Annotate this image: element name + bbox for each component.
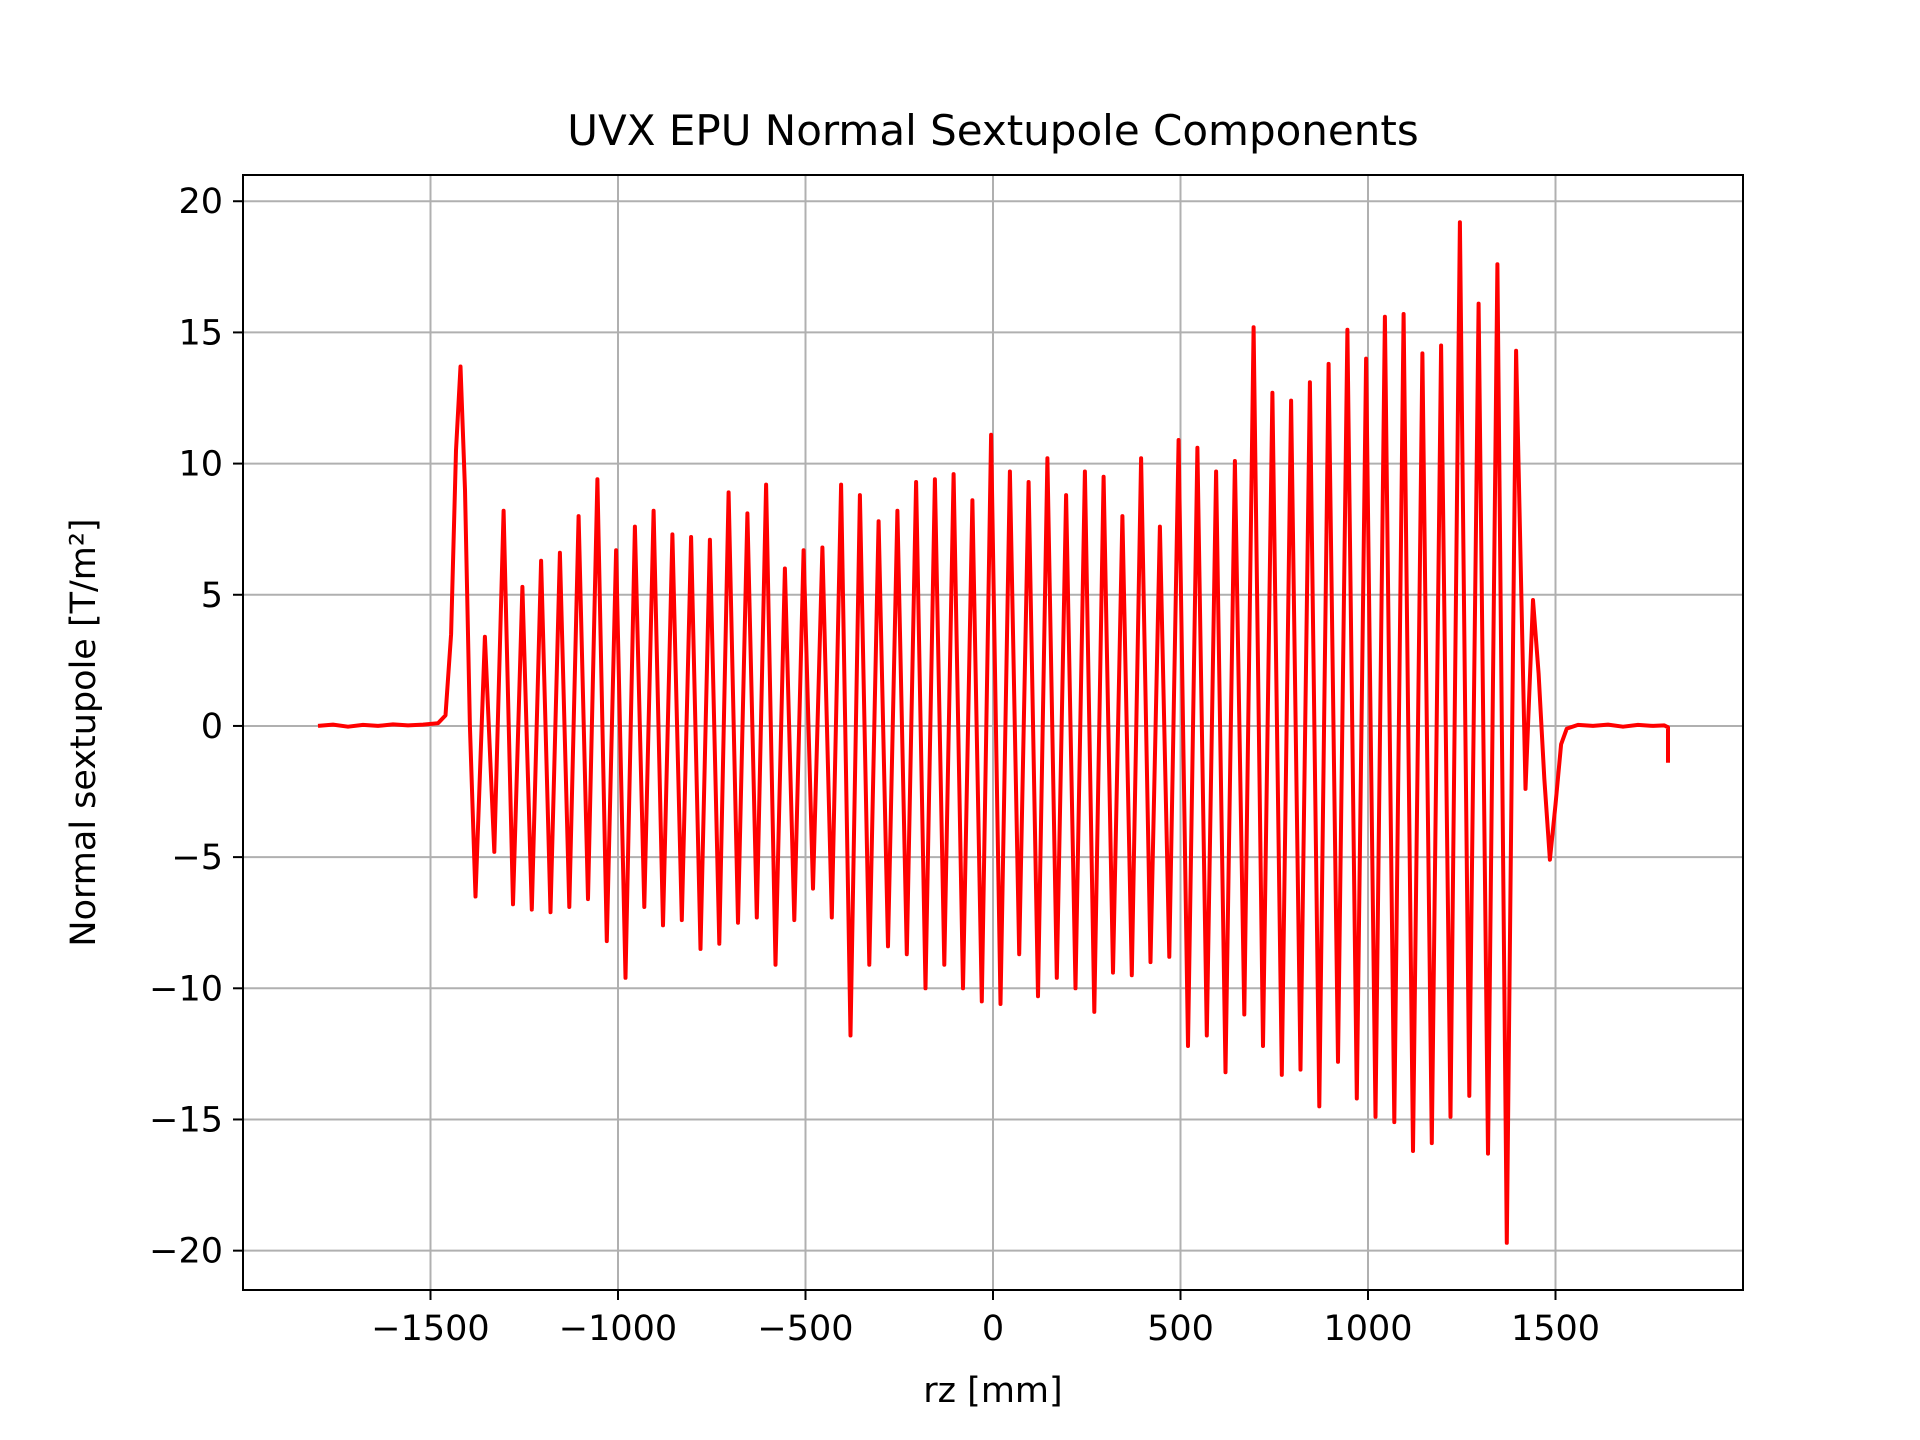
- x-axis: −1500 −1000 −500 0 500 1000 1500: [371, 1290, 1600, 1349]
- chart-title: UVX EPU Normal Sextupole Components: [567, 106, 1419, 155]
- y-tick-label: −20: [149, 1232, 223, 1272]
- series-layer: [317, 220, 1670, 1245]
- x-tick-label: 1000: [1323, 1309, 1412, 1349]
- y-tick-label: −10: [149, 969, 223, 1009]
- y-tick-label: −5: [171, 838, 223, 878]
- x-tick-label: 500: [1147, 1309, 1214, 1349]
- x-tick-label: 1500: [1511, 1309, 1600, 1349]
- y-tick-label: 0: [201, 707, 223, 747]
- sextupole-line: [317, 220, 1670, 1245]
- x-tick-label: −1000: [559, 1309, 677, 1349]
- x-axis-label: rz [mm]: [923, 1371, 1062, 1411]
- x-tick-label: −1500: [371, 1309, 489, 1349]
- y-tick-label: −15: [149, 1100, 223, 1140]
- x-tick-label: −500: [757, 1309, 853, 1349]
- y-tick-label: 10: [178, 445, 223, 485]
- y-tick-label: 20: [178, 182, 223, 222]
- x-tick-label: 0: [982, 1309, 1004, 1349]
- y-axis: −20 −15 −10 −5 0 5 10 15 20: [149, 182, 243, 1272]
- y-tick-label: 15: [178, 313, 223, 353]
- y-axis-label: Normal sextupole [T/m²]: [64, 518, 104, 946]
- y-tick-label: 5: [201, 576, 223, 616]
